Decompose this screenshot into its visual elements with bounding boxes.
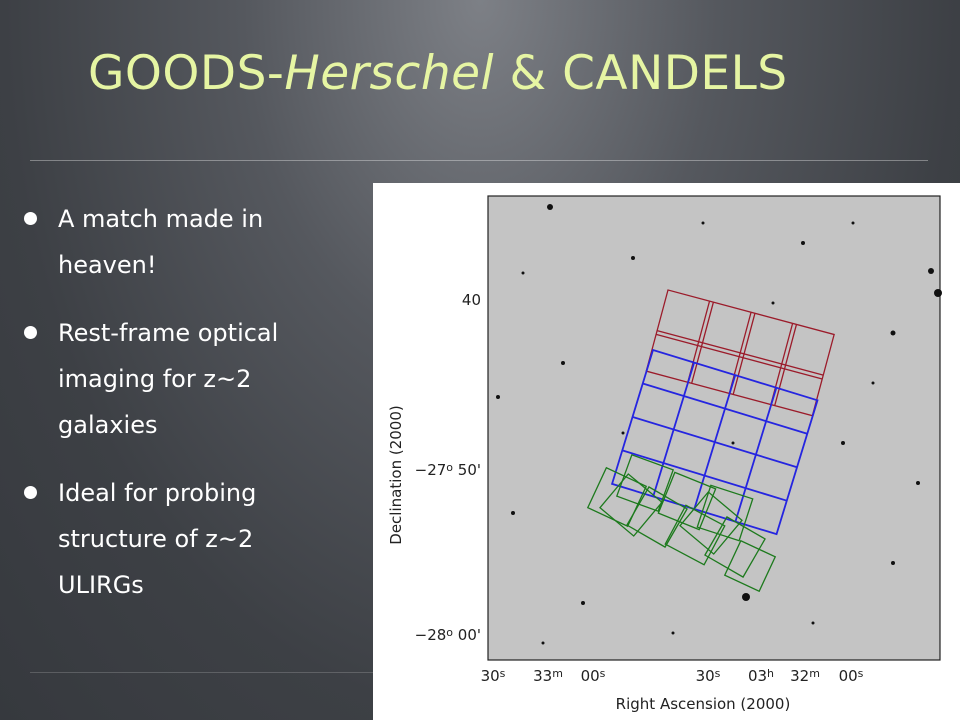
tick-label: −28o 00': [415, 626, 481, 644]
bullet-line: Rest-frame optical: [58, 319, 279, 347]
tick-label-part: 00': [453, 626, 481, 644]
tick-label-part: s: [600, 667, 606, 680]
tick-label-part: s: [858, 667, 864, 680]
bullet-list: A match made in heaven! Rest-frame optical…: [0, 196, 360, 630]
tick-label-part: m: [809, 667, 820, 680]
tick-label-part: 50': [453, 461, 481, 479]
red-footprint: [645, 289, 835, 417]
tick-label: 00s: [839, 667, 864, 685]
tick-label-part: 30: [481, 667, 500, 685]
tick-label: 03h: [748, 667, 774, 685]
bullet: A match made in heaven!: [0, 196, 360, 288]
bullet-line: heaven!: [58, 251, 157, 279]
bullet-line: ULIRGs: [58, 571, 144, 599]
y-ticks: 40−27o 50'−28o 00': [415, 291, 481, 644]
bullet-line: galaxies: [58, 411, 158, 439]
tick-label-part: 32: [790, 667, 809, 685]
tick-label-part: o: [446, 626, 453, 639]
tick-label-part: h: [767, 667, 774, 680]
tick-label: −27o 50': [415, 461, 481, 479]
bullet-line: A match made in: [58, 205, 264, 233]
bullet-line: structure of z~2: [58, 525, 254, 553]
tick-label: 40: [462, 291, 481, 309]
stars: [496, 204, 942, 645]
tick-label-part: 30: [696, 667, 715, 685]
tick-label-part: m: [552, 667, 563, 680]
x-ticks: 30s 33m 00s 30s 03h 32m 00s: [481, 667, 864, 685]
sky-map-figure: Declination (2000) Right Ascension (2000…: [373, 183, 960, 720]
tick-label-part: 00: [581, 667, 600, 685]
bullet-line: imaging for z~2: [58, 365, 252, 393]
tick-label: 32m: [790, 667, 820, 685]
green-footprint: [586, 453, 777, 593]
tick-label-part: −28: [415, 626, 447, 644]
tick-label-part: s: [715, 667, 721, 680]
tick-label-part: −27: [415, 461, 447, 479]
slide-title: GOODS-Herschel & CANDELS: [88, 46, 788, 101]
tick-label: 30s: [481, 667, 506, 685]
bullet: Rest-frame optical imaging for z~2 galaxie…: [0, 310, 360, 448]
title-text: & CANDELS: [494, 46, 788, 101]
tick-label-part: 33: [533, 667, 552, 685]
tick-label-part: s: [500, 667, 506, 680]
title-text: GOODS-: [88, 46, 285, 101]
tick-label: 30s: [696, 667, 721, 685]
title-italic: Herschel: [284, 46, 495, 101]
tick-label-part: 03: [748, 667, 767, 685]
tick-label: 00s: [581, 667, 606, 685]
tick-label: 33m: [533, 667, 563, 685]
tick-label-part: 00: [839, 667, 858, 685]
tick-label-part: o: [446, 461, 453, 474]
map-frame: [487, 195, 941, 661]
y-axis-label: Declination (2000): [387, 405, 405, 544]
bullet-line: Ideal for probing: [58, 479, 257, 507]
divider: [30, 160, 928, 161]
divider: [30, 672, 373, 673]
x-axis-label: Right Ascension (2000): [616, 695, 791, 713]
bullet: Ideal for probing structure of z~2 ULIRGs: [0, 470, 360, 608]
tick-label-part: 40: [462, 291, 481, 309]
